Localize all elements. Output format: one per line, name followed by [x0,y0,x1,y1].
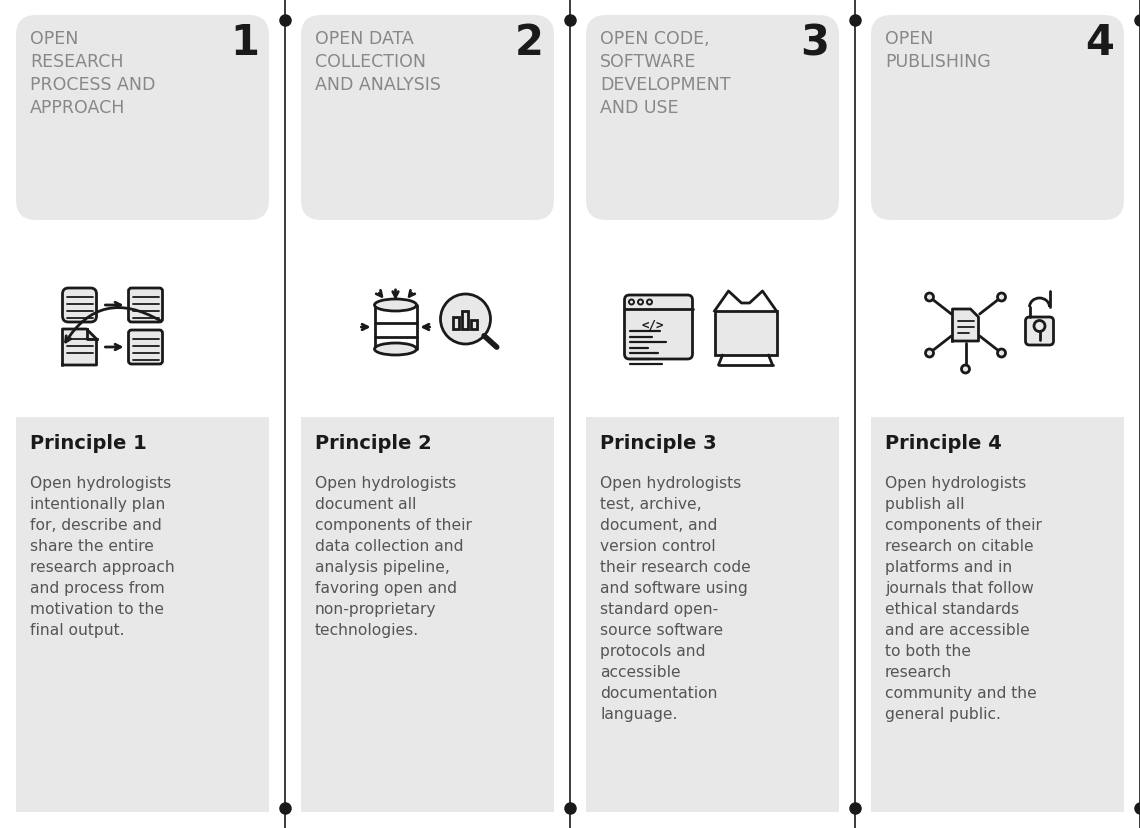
FancyBboxPatch shape [301,16,554,221]
FancyBboxPatch shape [63,289,97,323]
Text: Open hydrologists
test, archive,
document, and
version control
their research co: Open hydrologists test, archive, documen… [600,475,751,721]
FancyBboxPatch shape [16,417,269,812]
FancyBboxPatch shape [871,16,1124,221]
Text: Principle 1: Principle 1 [30,434,147,452]
Ellipse shape [375,300,416,311]
Circle shape [998,294,1005,301]
Circle shape [638,300,643,306]
Text: 4: 4 [1085,22,1114,64]
Circle shape [629,300,634,306]
FancyBboxPatch shape [625,296,692,359]
Bar [453,318,458,330]
Text: Open hydrologists
intentionally plan
for, describe and
share the entire
research: Open hydrologists intentionally plan for… [30,475,174,638]
Bar [462,311,467,330]
Circle shape [926,294,934,301]
Polygon shape [953,310,978,342]
FancyBboxPatch shape [129,330,163,364]
Text: OPEN CODE,
SOFTWARE
DEVELOPMENT
AND USE: OPEN CODE, SOFTWARE DEVELOPMENT AND USE [600,30,731,117]
FancyBboxPatch shape [586,16,839,221]
Text: OPEN
PUBLISHING: OPEN PUBLISHING [885,30,991,71]
Text: 1: 1 [230,22,259,64]
Circle shape [1034,321,1045,332]
Circle shape [926,349,934,358]
Text: 2: 2 [515,22,544,64]
Text: </>: </> [642,318,665,330]
FancyBboxPatch shape [16,16,269,221]
Bar [471,320,477,330]
Polygon shape [63,330,97,365]
FancyBboxPatch shape [586,417,839,812]
Circle shape [998,349,1005,358]
Text: Principle 4: Principle 4 [885,434,1002,452]
FancyBboxPatch shape [871,417,1124,812]
Text: Open hydrologists
document all
components of their
data collection and
analysis : Open hydrologists document all component… [315,475,472,638]
Text: OPEN DATA
COLLECTION
AND ANALYSIS: OPEN DATA COLLECTION AND ANALYSIS [315,30,441,94]
Text: 3: 3 [800,22,829,64]
Circle shape [440,295,490,344]
FancyBboxPatch shape [129,289,163,323]
Circle shape [961,365,969,373]
FancyBboxPatch shape [1026,318,1053,345]
Circle shape [648,300,652,306]
Text: Open hydrologists
publish all
components of their
research on citable
platforms : Open hydrologists publish all components… [885,475,1042,721]
Text: Principle 2: Principle 2 [315,434,432,452]
Text: OPEN
RESEARCH
PROCESS AND
APPROACH: OPEN RESEARCH PROCESS AND APPROACH [30,30,155,117]
Bar [715,311,776,355]
FancyBboxPatch shape [301,417,554,812]
Ellipse shape [375,344,416,355]
Text: Principle 3: Principle 3 [600,434,717,452]
